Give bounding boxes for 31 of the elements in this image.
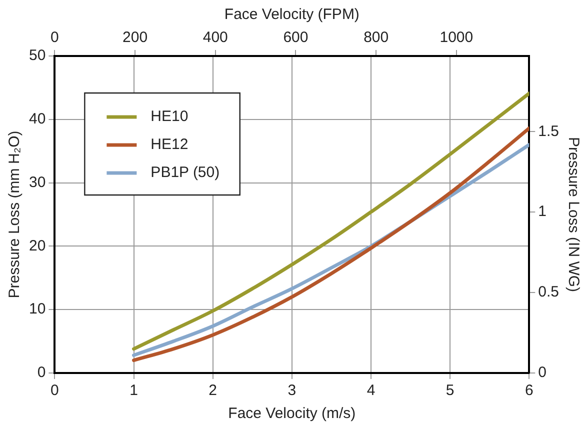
y2-tick-label: 1.5 [538, 122, 560, 140]
x2-tick-label: 200 [122, 29, 148, 46]
legend-label: PB1P (50) [150, 164, 220, 182]
y-tick-label: 50 [28, 47, 46, 64]
x2-tick-label: 400 [202, 29, 228, 46]
y-axis-title: Pressure Loss (mm H₂O) [6, 130, 24, 298]
x-tick-label: 4 [366, 382, 376, 400]
x-axis-title: Face Velocity (m/s) [228, 405, 356, 422]
y2-tick-label: 1 [538, 203, 546, 220]
x-tick-label: 0 [50, 382, 59, 400]
x-tick-label: 3 [288, 382, 296, 400]
y-tick-label: 10 [28, 300, 46, 318]
legend-label: HE12 [150, 136, 188, 154]
y-tick-label: 20 [28, 237, 46, 254]
x2-axis-title: Face Velocity (FPM) [224, 6, 360, 24]
y-tick-label: 30 [28, 174, 46, 191]
y2-tick-label: 0 [538, 364, 546, 382]
y-tick-label: 40 [28, 110, 46, 128]
x-tick-label: 1 [130, 382, 138, 400]
x-tick-label: 2 [208, 382, 218, 400]
x2-tick-label: 800 [364, 29, 389, 46]
x2-tick-label: 0 [50, 29, 59, 46]
x2-tick-label: 600 [283, 29, 308, 46]
legend-label: HE10 [150, 108, 188, 126]
x-tick-label: 5 [446, 382, 454, 400]
line-series [132, 92, 530, 351]
y2-tick-label: 0.5 [538, 284, 560, 301]
x-tick-label: 6 [524, 382, 534, 400]
y-tick-label: 0 [37, 364, 46, 382]
y2-axis-title: Pressure Loss (IN WG) [564, 136, 582, 292]
x2-tick-label: 1000 [440, 29, 474, 46]
